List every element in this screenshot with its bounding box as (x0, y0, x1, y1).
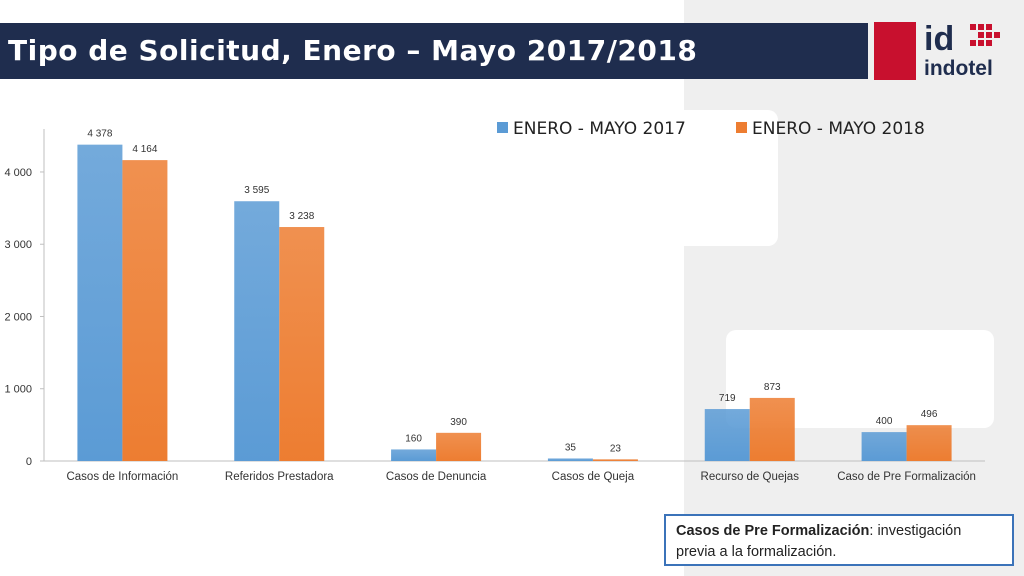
page-title: Tipo de Solicitud, Enero – Mayo 2017/201… (0, 23, 868, 79)
bar-2018 (749, 397, 795, 461)
y-tick-label: 4 000 (4, 167, 32, 179)
legend-swatch (736, 122, 747, 133)
note-definition: : investigación previa a la formalizació… (676, 523, 962, 560)
background-panel (684, 0, 1024, 576)
bar-2017 (391, 449, 437, 461)
data-label: 160 (405, 433, 422, 444)
definition-note: Casos de Pre Formalización: investigació… (664, 514, 1014, 566)
legend-label: ENERO - MAYO 2017 (513, 119, 686, 139)
y-tick-label: 2 000 (4, 311, 32, 323)
bar-2017 (861, 432, 907, 461)
logo-mark: id (924, 20, 955, 58)
data-label: 4 378 (87, 129, 112, 140)
bar-2017 (704, 409, 750, 461)
x-category-label: Casos de Información (66, 471, 178, 483)
chart-axes: 0 1 000 2 000 3 000 4 000 Casos de Informació… (4, 129, 985, 483)
y-tick-label: 0 (26, 456, 32, 468)
x-category-label: Recurso de Quejas (701, 471, 800, 483)
bar-2018 (436, 432, 482, 461)
data-label: 496 (921, 409, 938, 420)
bar-2018 (592, 459, 638, 461)
x-category-label: Caso de Pre Formalización (837, 471, 976, 483)
x-category-label: Casos de Denuncia (386, 471, 487, 483)
data-label: 35 (565, 442, 577, 453)
y-tick-label: 1 000 (4, 384, 32, 396)
bar-2017 (547, 458, 593, 461)
chart-legend: ENERO - MAYO 2017 ENERO - MAYO 2018 (497, 119, 925, 139)
bar-2017 (234, 201, 280, 461)
background-card (600, 110, 778, 246)
legend-swatch (497, 122, 508, 133)
y-tick-label: 3 000 (4, 239, 32, 251)
data-label: 4 164 (132, 144, 157, 155)
chart-bars: 4 378 4 164 3 595 3 238 160 390 35 23 719 873 400 4… (77, 129, 952, 462)
bar-2017 (77, 144, 123, 462)
logo-dot-grid-icon (970, 24, 1000, 52)
note-term: Casos de Pre Formalización (676, 523, 870, 539)
legend-label: ENERO - MAYO 2018 (752, 119, 925, 139)
indotel-logo: id indotel (874, 22, 1014, 82)
logo-wordmark: indotel (924, 57, 993, 80)
data-label: 23 (610, 443, 622, 454)
bar-2018 (279, 227, 325, 461)
data-label: 873 (764, 382, 781, 393)
bar-2018 (906, 425, 952, 461)
data-label: 3 595 (244, 185, 269, 196)
data-label: 390 (450, 417, 467, 428)
data-label: 719 (719, 393, 736, 404)
bar-chart: ENERO - MAYO 2017 ENERO - MAYO 2018 0 1 00… (4, 119, 985, 483)
data-label: 3 238 (289, 211, 314, 222)
data-label: 400 (876, 416, 893, 427)
x-category-label: Referidos Prestadora (225, 471, 334, 483)
bar-2018 (122, 160, 168, 461)
x-category-label: Casos de Queja (552, 471, 635, 483)
logo-red-block (874, 22, 916, 80)
